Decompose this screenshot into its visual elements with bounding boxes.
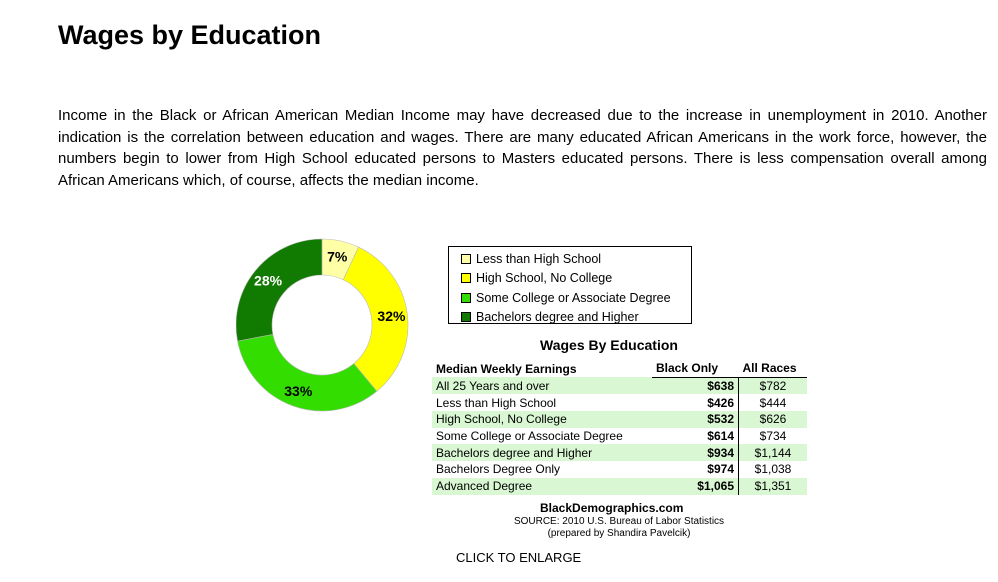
table-row: Advanced Degree $1,065 $1,351	[432, 477, 807, 495]
chart-legend: Less than High School High School, No Col…	[448, 246, 692, 324]
legend-label: High School, No College	[476, 271, 613, 286]
slice-value-label: 32%	[377, 308, 406, 324]
row-label-cell: Advanced Degree	[432, 477, 652, 495]
row-label-cell: All 25 Years and over	[432, 377, 652, 395]
black-only-cell: $638	[652, 377, 739, 395]
black-only-cell: $426	[652, 394, 739, 412]
black-only-cell: $934	[652, 444, 739, 462]
legend-label: Less than High School	[476, 251, 602, 266]
black-only-cell: $614	[652, 427, 739, 445]
header-black-only: Black Only	[652, 360, 739, 378]
all-races-cell: $1,038	[754, 462, 792, 477]
all-races-cell: $444	[759, 395, 787, 410]
black-only-cell: $1,065	[652, 477, 739, 495]
row-label-cell: High School, No College	[432, 411, 652, 428]
all-races-cell: $1,351	[738, 477, 807, 495]
black-only-cell: $974	[652, 461, 739, 478]
source-note: SOURCE: 2010 U.S. Bureau of Labor Statis…	[508, 516, 730, 540]
table-header-row: Median Weekly Earnings Black Only All Ra…	[432, 360, 807, 378]
click-to-enlarge-link[interactable]: CLICK TO ENLARGE	[456, 550, 582, 565]
page-title: Wages by Education	[58, 20, 322, 50]
row-label-cell: Some College or Associate Degree	[436, 429, 623, 444]
all-races-cell: $734	[759, 429, 787, 444]
wages-table: Median Weekly Earnings Black Only All Ra…	[432, 360, 807, 495]
legend-item: Less than High School	[461, 249, 691, 269]
row-label-cell: Bachelors degree and Higher	[432, 444, 652, 462]
legend-swatch	[461, 312, 471, 323]
table-row: Some College or Associate Degree $614 $734	[432, 427, 807, 445]
slice-value-label: 28%	[254, 272, 283, 288]
source-line: SOURCE: 2010 U.S. Bureau of Labor Statis…	[513, 516, 725, 527]
legend-item: Bachelors degree and Higher	[461, 308, 691, 328]
table-row: Bachelors Degree Only $974 $1,038	[432, 461, 807, 478]
slice-value-label: 33%	[284, 383, 313, 399]
table-row: Less than High School $426 $444	[432, 394, 807, 412]
prepared-by-line: (prepared by Shandira Pavelcik)	[547, 528, 691, 539]
black-only-cell: $532	[652, 411, 739, 428]
donut-slice[interactable]	[342, 246, 409, 392]
intro-paragraph: Income in the Black or African American …	[58, 107, 987, 189]
legend-label: Bachelors degree and Higher	[476, 310, 639, 325]
legend-item: Some College or Associate Degree	[461, 288, 691, 308]
wages-table-body: All 25 Years and over $638 $782 Less than H…	[432, 377, 807, 495]
legend-swatch	[461, 253, 471, 264]
all-races-cell: $1,144	[738, 444, 807, 462]
row-label-cell: Bachelors Degree Only	[436, 462, 561, 477]
legend-swatch	[461, 292, 471, 303]
donut-slice[interactable]	[237, 334, 378, 412]
donut-chart[interactable]: 7% 32% 33% 28%	[236, 216, 416, 426]
table-row: High School, No College $532 $626	[432, 411, 807, 428]
row-label-cell: Less than High School	[436, 395, 557, 410]
table-row: Bachelors degree and Higher $934 $1,144	[432, 444, 807, 462]
source-site: BlackDemographics.com	[540, 501, 684, 515]
legend-label: Some College or Associate Degree	[476, 290, 671, 305]
legend-swatch	[461, 273, 471, 284]
all-races-cell: $626	[738, 411, 807, 428]
legend-item: High School, No College	[461, 269, 691, 289]
table-title: Wages By Education	[540, 337, 678, 353]
donut-slice[interactable]	[236, 238, 323, 342]
header-median-weekly-earnings: Median Weekly Earnings	[436, 361, 577, 376]
slice-value-label: 7%	[327, 249, 348, 265]
header-all-races: All Races	[738, 360, 807, 378]
all-races-cell: $782	[738, 377, 807, 395]
table-row: All 25 Years and over $638 $782	[432, 377, 807, 395]
